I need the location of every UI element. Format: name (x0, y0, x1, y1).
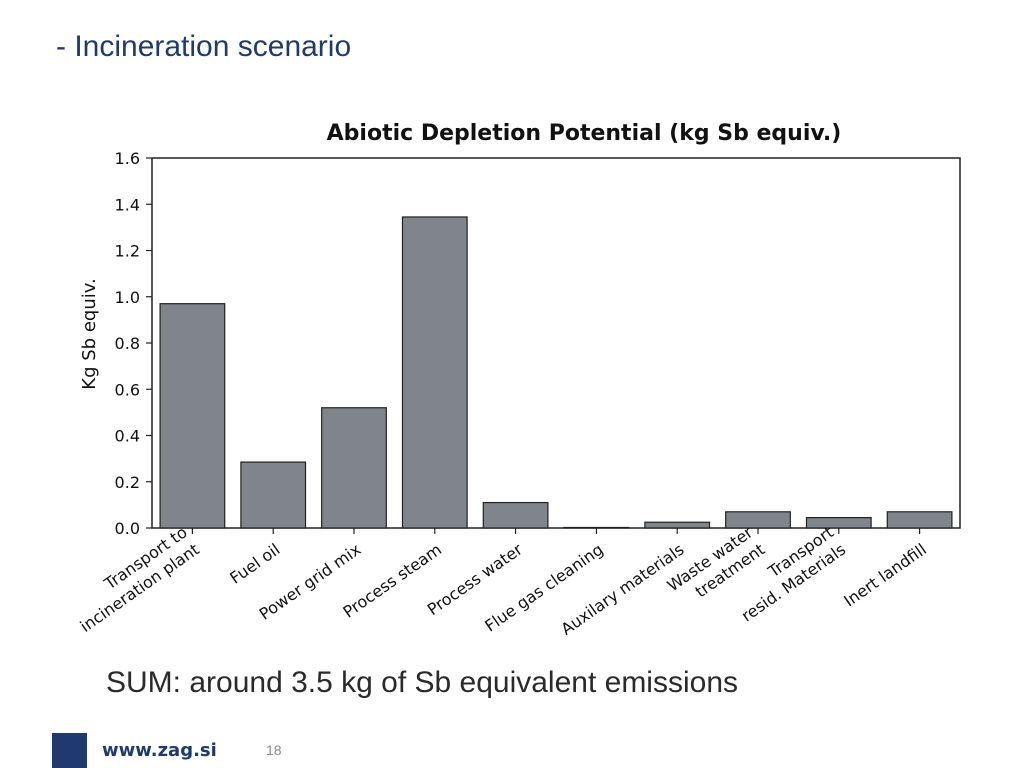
x-tick-label: Inert landfill (840, 540, 930, 611)
chart-title: Abiotic Depletion Potential (kg Sb equiv… (327, 121, 842, 146)
bar (886, 511, 953, 529)
y-tick-label: 1.4 (115, 195, 140, 214)
y-axis-label: Kg Sb equiv. (79, 278, 100, 389)
y-tick-label: 0.8 (115, 334, 140, 353)
bar-chart: Abiotic Depletion Potential (kg Sb equiv… (77, 121, 961, 639)
summary-text: SUM: around 3.5 kg of Sb equivalent emis… (106, 666, 739, 699)
x-tick-label-group: Fuel oil (226, 540, 283, 588)
bar (159, 303, 226, 529)
x-tick-label: Fuel oil (226, 540, 283, 588)
footer-url-link[interactable]: www.zag.si (102, 740, 217, 761)
y-ticks: 0.0 0.2 0.4 0.6 0.8 1.0 1.2 1.4 1.6 (115, 149, 152, 538)
bar (240, 461, 307, 529)
bars (159, 216, 953, 534)
y-tick-label: 0.6 (115, 380, 140, 399)
bar (644, 521, 711, 529)
page-number: 18 (266, 742, 282, 758)
bar (805, 516, 872, 529)
y-tick-label: 1.6 (115, 149, 140, 168)
y-tick-label: 0.2 (115, 473, 140, 492)
y-tick-label: 0.4 (115, 427, 140, 446)
slide-title: - Incineration scenario (56, 30, 352, 63)
bar (482, 501, 549, 529)
bar (321, 407, 387, 529)
brand-square (52, 733, 87, 768)
bar (725, 511, 791, 529)
bar (401, 216, 468, 529)
bar (563, 526, 630, 529)
x-tick-label-group: Inert landfill (840, 540, 930, 611)
y-tick-label: 0.0 (115, 519, 140, 538)
y-tick-label: 1.2 (115, 242, 140, 261)
y-tick-label: 1.0 (115, 288, 140, 307)
